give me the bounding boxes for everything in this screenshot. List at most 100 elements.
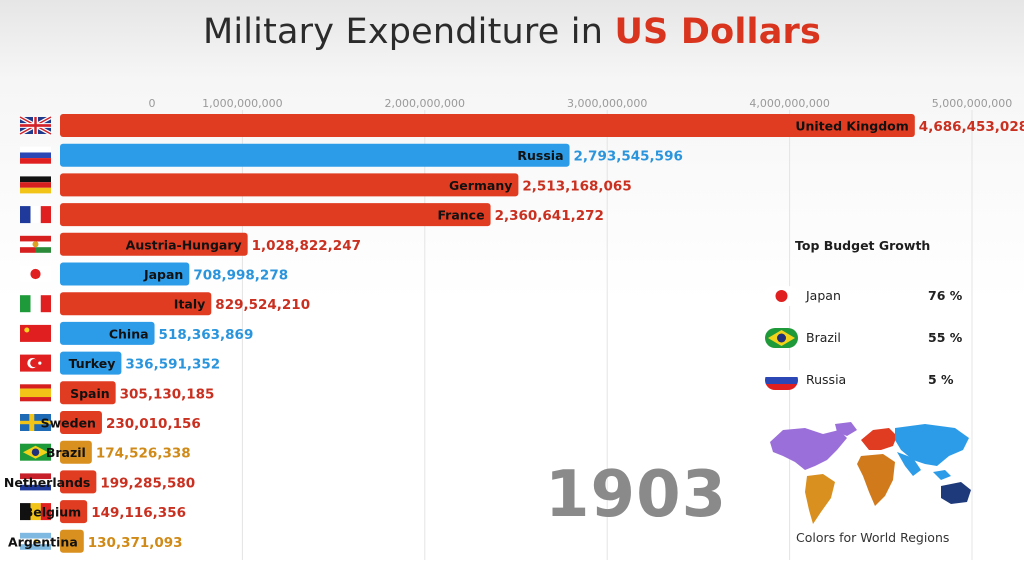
bars-group: United Kingdom 4,686,453,028 Russia 2,793,5… <box>4 114 1024 553</box>
bar <box>60 173 519 197</box>
netherlands-flag-icon <box>20 473 51 491</box>
bar-value-label: 199,285,580 <box>100 475 195 491</box>
bar-row-france: France 2,360,641,272 <box>20 203 604 227</box>
bar <box>60 203 491 227</box>
bar <box>60 529 84 553</box>
x-tick-label: 5,000,000,000 <box>932 97 1012 110</box>
japan-flag-icon <box>20 265 51 283</box>
growth-country-name: Brazil <box>806 330 841 345</box>
chart-title: Military Expenditure in US Dollars <box>0 12 1024 52</box>
germany-flag-icon <box>20 176 51 194</box>
growth-percent: 76 % <box>928 288 963 303</box>
bar <box>60 262 190 286</box>
uk-flag-icon <box>19 115 52 136</box>
x-tick-label: 0 <box>149 97 156 110</box>
bar-value-label: 4,686,453,028 <box>919 119 1024 135</box>
bar-row-sweden: Sweden 230,010,156 <box>20 411 201 434</box>
growth-country-name: Russia <box>806 372 847 387</box>
x-tick-label: 1,000,000,000 <box>202 97 282 110</box>
bar-value-label: 518,363,869 <box>159 327 254 343</box>
growth-row-brazil: Brazil 55 % <box>760 326 1000 350</box>
growth-row-japan: Japan 76 % <box>760 284 1000 308</box>
bar-country-label: Sweden <box>41 416 96 431</box>
bar-country-label: Argentina <box>8 534 78 549</box>
bar-row-japan: Japan 708,998,278 <box>20 262 288 286</box>
sweden-flag-icon <box>20 414 51 431</box>
growth-row-russia: Russia 5 % <box>760 368 1000 392</box>
argentina-flag-icon <box>20 532 51 550</box>
bar-country-label: United Kingdom <box>795 119 908 134</box>
bar-row-spain: Spain 305,130,185 <box>20 381 215 405</box>
bar-row-brazil: Brazil 174,526,338 <box>20 440 191 464</box>
growth-panel-title: Top Budget Growth <box>795 238 931 253</box>
title-text: Military Expenditure in <box>202 12 615 52</box>
year-label: 1903 <box>545 458 728 532</box>
bar-value-label: 305,130,185 <box>120 386 215 402</box>
china-flag-icon <box>20 324 51 342</box>
russia-flag-icon <box>20 146 51 164</box>
bar-value-label: 230,010,156 <box>106 416 201 432</box>
growth-percent: 5 % <box>928 372 954 387</box>
bar-row-germany: Germany 2,513,168,065 <box>20 173 632 197</box>
turkey-flag-icon <box>20 354 51 372</box>
title-highlight: US Dollars <box>614 12 822 52</box>
bar-country-label: Austria-Hungary <box>126 237 242 252</box>
bar-value-label: 174,526,338 <box>96 446 191 462</box>
bar-country-label: Japan <box>143 267 183 282</box>
bar-country-label: Russia <box>517 148 563 163</box>
bar-row-austria-hungary: Austria-Hungary 1,028,822,247 <box>20 232 361 256</box>
bar-country-label: Belgium <box>24 505 81 520</box>
bar-value-label: 2,513,168,065 <box>522 178 631 194</box>
austria-hungary-flag-icon <box>20 235 51 253</box>
bar-value-label: 336,591,352 <box>125 357 220 373</box>
x-tick-label: 4,000,000,000 <box>749 97 829 110</box>
bar <box>60 411 102 434</box>
bar-row-belgium: Belgium 149,116,356 <box>20 500 186 524</box>
spain-flag-icon <box>20 384 51 402</box>
bar <box>60 321 155 345</box>
bar-row-united-kingdom: United Kingdom 4,686,453,028 <box>19 114 1024 137</box>
bar-country-label: Germany <box>449 178 512 193</box>
italy-flag-icon <box>20 295 51 313</box>
brazil-flag-icon <box>765 328 798 348</box>
world-map-caption: Colors for World Regions <box>796 530 950 545</box>
world-map-icon <box>770 422 971 524</box>
bar-value-label: 130,371,093 <box>88 535 183 551</box>
russia-flag-icon <box>765 370 798 390</box>
bar <box>60 232 248 256</box>
bar-value-label: 149,116,356 <box>91 505 186 521</box>
bar <box>60 292 212 316</box>
bar-row-italy: Italy 829,524,210 <box>20 292 310 316</box>
belgium-flag-icon <box>20 503 51 521</box>
bar-row-argentina: Argentina 130,371,093 <box>8 529 183 553</box>
bar <box>60 440 92 464</box>
bar-country-label: Italy <box>174 297 206 312</box>
bar-country-label: Turkey <box>69 356 116 371</box>
japan-flag-icon <box>765 286 798 306</box>
bar <box>60 470 97 494</box>
bar-value-label: 2,793,545,596 <box>574 149 683 165</box>
france-flag-icon <box>20 206 51 224</box>
bar-value-label: 2,360,641,272 <box>495 208 604 224</box>
bar-country-label: Brazil <box>46 445 86 460</box>
x-axis-ticks: 0 1,000,000,000 2,000,000,000 3,000,000,000… <box>149 97 1013 110</box>
growth-country-name: Japan <box>806 288 841 303</box>
bar <box>60 500 88 524</box>
bar <box>60 381 116 405</box>
bar-value-label: 708,998,278 <box>193 268 288 284</box>
bar-row-turkey: Turkey 336,591,352 <box>20 351 220 375</box>
bar-country-label: Netherlands <box>4 475 90 490</box>
bar-country-label: China <box>109 326 149 341</box>
x-tick-label: 3,000,000,000 <box>567 97 647 110</box>
bar-country-label: Spain <box>70 386 110 401</box>
bar <box>60 114 915 137</box>
bar-row-russia: Russia 2,793,545,596 <box>20 143 683 167</box>
brazil-flag-icon <box>20 443 51 461</box>
bar-value-label: 829,524,210 <box>215 297 310 313</box>
bar <box>60 143 570 167</box>
x-tick-label: 2,000,000,000 <box>385 97 465 110</box>
growth-percent: 55 % <box>928 330 963 345</box>
bar-row-netherlands: Netherlands 199,285,580 <box>4 470 195 494</box>
bar <box>60 351 122 375</box>
